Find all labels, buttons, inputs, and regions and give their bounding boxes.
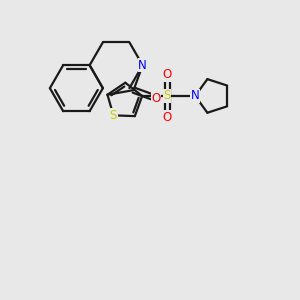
Text: O: O — [163, 68, 172, 81]
Text: N: N — [138, 59, 147, 72]
Text: O: O — [163, 111, 172, 124]
Text: S: S — [164, 89, 171, 102]
Text: N: N — [191, 89, 200, 102]
Text: S: S — [110, 109, 117, 122]
Text: O: O — [152, 92, 161, 105]
